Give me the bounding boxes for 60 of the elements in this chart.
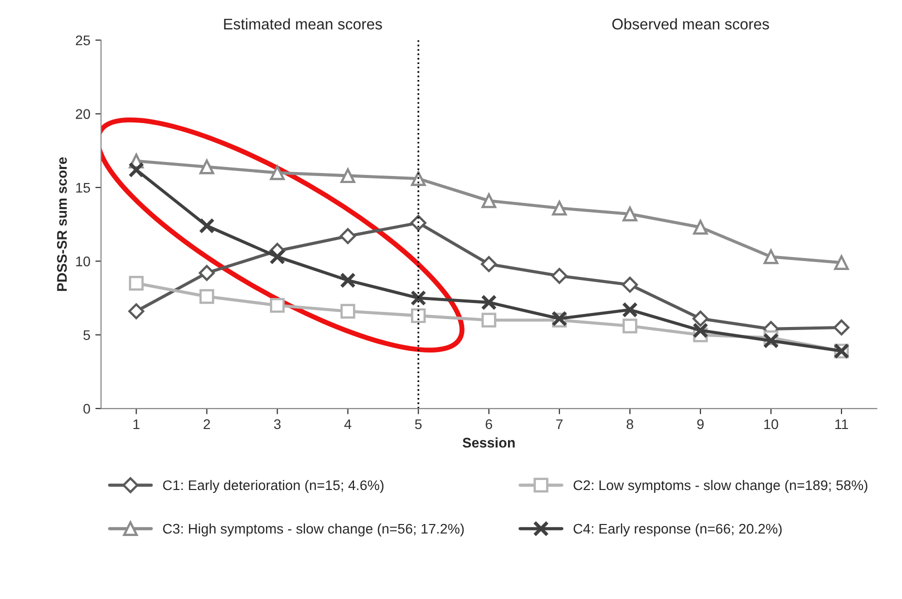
point — [411, 308, 426, 324]
y-tick-label: 10 — [76, 256, 90, 266]
point — [692, 322, 708, 338]
legend-label: C3: High symptoms - slow change (n=56; 17.2%) — [163, 523, 464, 536]
point — [622, 318, 638, 334]
point — [340, 228, 356, 244]
point — [480, 256, 497, 272]
text: Estimated mean scores — [224, 18, 382, 30]
point — [622, 206, 638, 222]
x-axis-title: Session — [462, 437, 515, 448]
y-tick-label: 15 — [76, 182, 90, 193]
point — [764, 249, 778, 264]
point — [340, 272, 356, 288]
point — [199, 289, 214, 304]
point — [128, 162, 144, 178]
x-tick-label: 2 — [204, 419, 210, 429]
x-tick-label: 4 — [344, 419, 352, 429]
point — [622, 302, 638, 318]
legend-label: C4: Early response (n=66; 20.2%) — [574, 523, 782, 536]
x-tick-label: 3 — [274, 419, 281, 430]
point — [198, 264, 215, 281]
point — [411, 171, 426, 186]
x-tick-label: 1 — [133, 419, 140, 429]
point — [410, 214, 426, 231]
point — [692, 310, 708, 327]
point — [199, 159, 214, 174]
x-tick-label: 9 — [697, 419, 704, 430]
point — [410, 290, 426, 306]
point — [128, 303, 144, 320]
x-tick-label: 11 — [835, 419, 848, 429]
y-tick-label: 20 — [76, 109, 90, 119]
point — [551, 268, 568, 284]
x-tick-label: 5 — [415, 419, 422, 430]
point — [622, 276, 638, 293]
x-tick-label: 7 — [556, 419, 563, 429]
x-tick-label: 10 — [764, 419, 778, 430]
point — [834, 319, 850, 336]
point — [198, 218, 215, 234]
point — [340, 168, 356, 184]
point — [693, 220, 708, 235]
point — [482, 193, 496, 208]
point — [552, 200, 567, 216]
legend-label: C1: Early deterioration (n=15; 4.6%) — [163, 480, 384, 493]
y-tick-label: 5 — [83, 330, 90, 340]
point — [763, 332, 779, 349]
y-tick-label: 0 — [83, 404, 90, 414]
y-axis-title: PDSS-SR sum score — [57, 157, 67, 291]
point — [482, 312, 496, 328]
point — [270, 165, 285, 180]
point — [128, 276, 144, 291]
x-tick-label: 6 — [486, 419, 492, 430]
point — [269, 248, 286, 265]
text: Observed mean scores — [612, 18, 769, 30]
legend-label: C2: Low symptoms - slow change (n=189; 58%) — [574, 480, 868, 493]
x-tick-label: 8 — [626, 419, 634, 430]
point — [834, 255, 849, 270]
point — [480, 294, 497, 310]
point — [270, 298, 285, 313]
y-tick-label: 25 — [76, 35, 90, 46]
point — [340, 304, 356, 319]
